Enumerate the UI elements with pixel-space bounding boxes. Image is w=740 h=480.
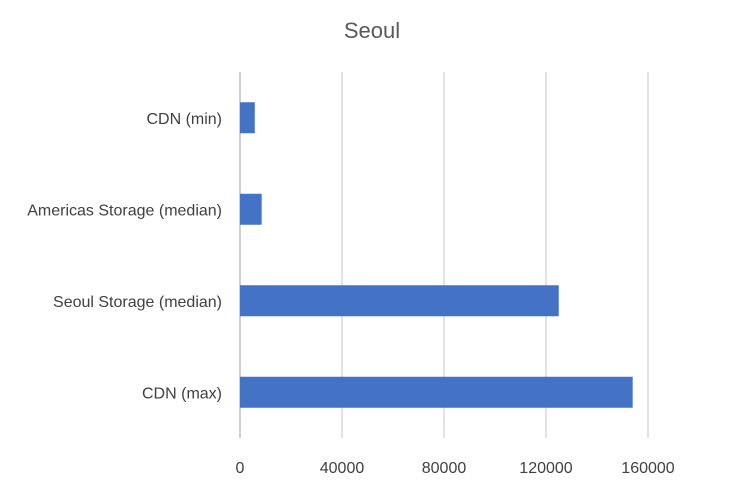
x-tick-label: 0 <box>236 460 245 477</box>
bar <box>240 102 255 134</box>
bar <box>240 285 559 317</box>
category-label: CDN (min) <box>146 111 222 128</box>
bars <box>240 102 633 408</box>
bar <box>240 193 262 225</box>
x-tick-label: 120000 <box>519 460 572 477</box>
bar <box>240 376 633 408</box>
chart-title: Seoul <box>344 18 400 43</box>
category-label: Seoul Storage (median) <box>53 294 222 311</box>
x-tick-labels: 0 40000 80000 120000 160000 <box>236 460 675 477</box>
category-labels: CDN (min) Americas Storage (median) Seoul … <box>27 111 222 403</box>
category-label: CDN (max) <box>142 385 222 402</box>
category-label: Americas Storage (median) <box>27 202 222 219</box>
x-tick-label: 80000 <box>422 460 467 477</box>
x-tick-label: 160000 <box>621 460 674 477</box>
x-tick-label: 40000 <box>320 460 365 477</box>
